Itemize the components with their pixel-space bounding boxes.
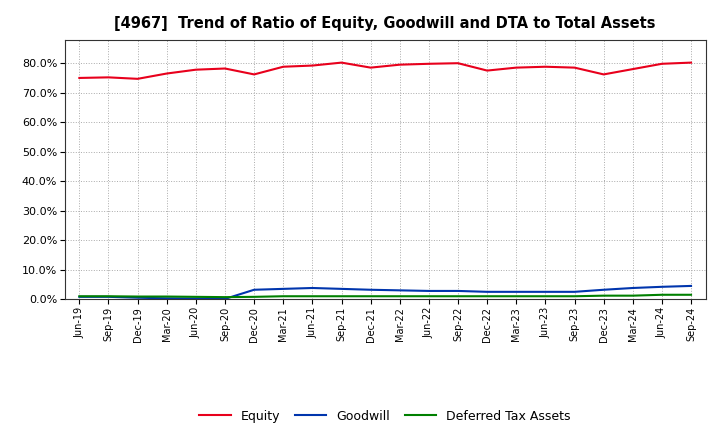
Deferred Tax Assets — [75, 293, 84, 299]
Equity — [687, 60, 696, 65]
Goodwill — [425, 288, 433, 293]
Goodwill — [337, 286, 346, 292]
Deferred Tax Assets — [599, 293, 608, 298]
Deferred Tax Assets — [629, 293, 637, 298]
Title: [4967]  Trend of Ratio of Equity, Goodwill and DTA to Total Assets: [4967] Trend of Ratio of Equity, Goodwil… — [114, 16, 656, 32]
Equity — [599, 72, 608, 77]
Equity — [337, 60, 346, 65]
Equity — [366, 65, 375, 70]
Legend: Equity, Goodwill, Deferred Tax Assets: Equity, Goodwill, Deferred Tax Assets — [194, 405, 576, 428]
Goodwill — [279, 286, 287, 292]
Goodwill — [163, 296, 171, 301]
Deferred Tax Assets — [483, 293, 492, 299]
Equity — [308, 63, 317, 68]
Equity — [192, 67, 200, 72]
Equity — [220, 66, 229, 71]
Deferred Tax Assets — [220, 294, 229, 300]
Deferred Tax Assets — [163, 294, 171, 299]
Deferred Tax Assets — [133, 294, 142, 299]
Goodwill — [308, 286, 317, 291]
Equity — [395, 62, 404, 67]
Goodwill — [366, 287, 375, 293]
Deferred Tax Assets — [279, 293, 287, 299]
Goodwill — [541, 289, 550, 294]
Line: Goodwill: Goodwill — [79, 286, 691, 299]
Deferred Tax Assets — [425, 293, 433, 299]
Goodwill — [512, 289, 521, 294]
Equity — [75, 75, 84, 81]
Equity — [104, 75, 113, 80]
Equity — [163, 71, 171, 76]
Deferred Tax Assets — [395, 293, 404, 299]
Goodwill — [657, 284, 666, 290]
Deferred Tax Assets — [541, 293, 550, 299]
Equity — [454, 61, 462, 66]
Goodwill — [599, 287, 608, 293]
Equity — [570, 65, 579, 70]
Deferred Tax Assets — [454, 293, 462, 299]
Goodwill — [220, 296, 229, 301]
Line: Deferred Tax Assets: Deferred Tax Assets — [79, 295, 691, 297]
Goodwill — [75, 294, 84, 300]
Deferred Tax Assets — [104, 293, 113, 299]
Deferred Tax Assets — [687, 292, 696, 297]
Line: Equity: Equity — [79, 62, 691, 79]
Goodwill — [133, 295, 142, 301]
Deferred Tax Assets — [512, 293, 521, 299]
Goodwill — [570, 289, 579, 294]
Equity — [133, 76, 142, 81]
Deferred Tax Assets — [250, 294, 258, 300]
Goodwill — [250, 287, 258, 293]
Deferred Tax Assets — [570, 293, 579, 299]
Goodwill — [104, 294, 113, 300]
Equity — [541, 64, 550, 70]
Equity — [279, 64, 287, 70]
Deferred Tax Assets — [308, 293, 317, 299]
Equity — [512, 65, 521, 70]
Equity — [629, 66, 637, 72]
Deferred Tax Assets — [337, 293, 346, 299]
Equity — [425, 61, 433, 66]
Goodwill — [629, 286, 637, 291]
Deferred Tax Assets — [192, 294, 200, 300]
Deferred Tax Assets — [366, 293, 375, 299]
Equity — [250, 72, 258, 77]
Equity — [483, 68, 492, 73]
Deferred Tax Assets — [657, 292, 666, 297]
Goodwill — [454, 288, 462, 293]
Goodwill — [483, 289, 492, 294]
Goodwill — [395, 288, 404, 293]
Goodwill — [192, 296, 200, 301]
Equity — [657, 61, 666, 66]
Goodwill — [687, 283, 696, 289]
